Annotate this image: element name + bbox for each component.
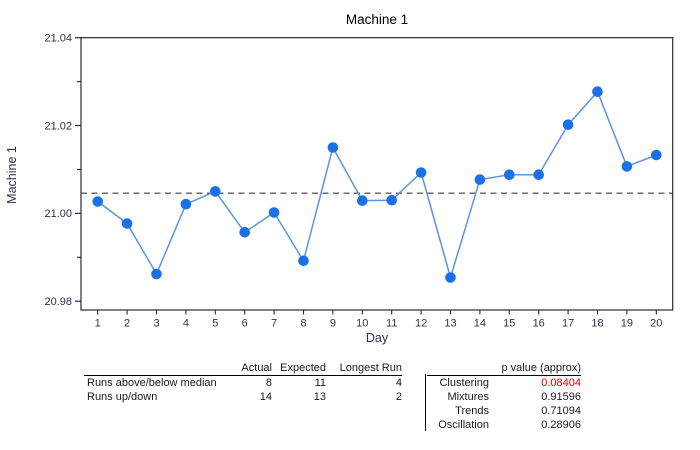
data-point[interactable] [239,227,250,238]
x-tick-label: 7 [271,318,277,330]
runs-table-header-longest-run: Longest Run [326,361,402,376]
x-axis-title: Day [365,331,389,345]
x-tick-label: 19 [621,318,633,330]
data-point[interactable] [533,169,544,180]
pvalue-value: 0.08404 [541,377,581,389]
data-point[interactable] [504,169,515,180]
x-axis-ticks: 1 2 3 4 5 6 7 8 9 10 11 12 13 14 15 16 17 18 19 20 [95,310,662,330]
runs-expected-value: 11 [314,377,326,389]
data-point[interactable] [621,161,633,172]
data-point[interactable] [151,268,162,280]
x-tick-label: 20 [650,318,662,330]
chart-title: Machine 1 [345,12,409,27]
data-point[interactable] [592,86,603,97]
data-point[interactable] [562,119,574,130]
runs-longest-run-value: 2 [395,391,402,403]
y-axis-title: Machine 1 [5,146,19,204]
x-tick-label: 4 [183,318,189,330]
pvalue-row-label: Mixtures [447,391,489,403]
pvalue-value: 0.71094 [541,405,581,417]
y-tick-label: 20.98 [44,296,72,308]
x-tick-label: 6 [242,318,248,330]
data-point[interactable] [92,196,103,207]
y-tick-label: 21.00 [44,208,72,220]
runs-longest-run-value: 4 [395,377,402,389]
data-point[interactable] [327,142,339,153]
runs-table-header-expected: Expected [272,361,326,376]
x-tick-label: 8 [300,318,306,330]
data-point[interactable] [210,186,221,197]
series-line [97,90,657,279]
data-point[interactable] [386,194,398,206]
table-divider [425,374,426,431]
pvalue-table-header: p value (approx) [427,361,581,376]
pvalue-value: 0.91596 [541,391,581,403]
x-tick-label: 5 [212,318,218,330]
data-point[interactable] [415,167,427,178]
runs-row-label: Runs up/down [87,391,158,403]
x-tick-label: 3 [153,318,159,330]
y-tick-label: 21.04 [44,33,72,45]
runs-row-label: Runs above/below median [87,377,217,389]
data-point[interactable] [121,218,133,229]
x-tick-label: 12 [415,318,427,330]
x-tick-label: 17 [562,318,574,330]
plot-frame [80,37,674,311]
y-axis-ticks: 20.98 21.00 21.02 21.04 [44,33,81,308]
pvalue-value: 0.28906 [541,419,581,431]
x-tick-label: 18 [591,318,603,330]
data-point[interactable] [298,255,309,267]
runs-statistics-table: Actual Expected Longest Run Runs above/b… [84,361,402,404]
y-tick-label: 21.02 [44,120,72,132]
data-point[interactable] [180,198,192,210]
x-tick-label: 11 [386,318,397,330]
data-point[interactable] [651,149,662,161]
x-tick-label: 16 [533,318,545,330]
x-tick-label: 13 [444,318,456,330]
x-tick-label: 15 [503,318,515,330]
pvalue-row-label: Trends [455,405,489,417]
runs-expected-value: 13 [313,391,326,403]
x-tick-label: 14 [474,318,486,330]
x-tick-label: 1 [95,318,101,330]
pvalue-row-label: Oscillation [438,419,489,431]
data-point[interactable] [474,174,486,185]
data-point[interactable] [357,195,368,206]
runs-table-header-actual: Actual [234,361,272,376]
x-tick-label: 9 [330,318,336,330]
pvalue-row-label: Clustering [439,377,489,389]
data-point[interactable] [445,272,456,283]
pvalue-table: p value (approx) Clustering 0.08404 Mixtur… [427,361,581,432]
runs-actual-value: 8 [265,377,272,389]
data-point[interactable] [268,207,280,218]
data-points [92,86,662,283]
x-tick-label: 10 [356,318,368,330]
x-tick-label: 2 [124,318,130,330]
runs-actual-value: 14 [259,391,272,403]
runs-table-corner [84,361,234,376]
